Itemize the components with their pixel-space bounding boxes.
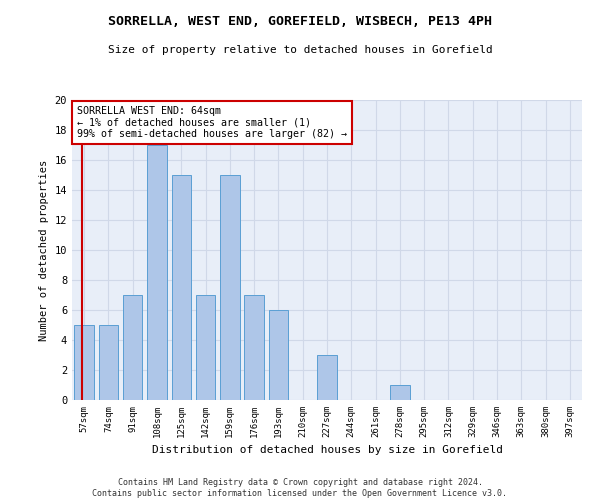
Bar bbox=[172, 175, 191, 400]
Bar bbox=[269, 310, 288, 400]
Bar bbox=[220, 175, 239, 400]
Text: Contains HM Land Registry data © Crown copyright and database right 2024.
Contai: Contains HM Land Registry data © Crown c… bbox=[92, 478, 508, 498]
Bar bbox=[196, 295, 215, 400]
Bar bbox=[244, 295, 264, 400]
Bar bbox=[123, 295, 142, 400]
Text: Size of property relative to detached houses in Gorefield: Size of property relative to detached ho… bbox=[107, 45, 493, 55]
X-axis label: Distribution of detached houses by size in Gorefield: Distribution of detached houses by size … bbox=[151, 446, 503, 456]
Bar bbox=[74, 325, 94, 400]
Bar bbox=[147, 145, 167, 400]
Text: SORRELLA WEST END: 64sqm
← 1% of detached houses are smaller (1)
99% of semi-det: SORRELLA WEST END: 64sqm ← 1% of detache… bbox=[77, 106, 347, 139]
Bar bbox=[317, 355, 337, 400]
Text: SORRELLA, WEST END, GOREFIELD, WISBECH, PE13 4PH: SORRELLA, WEST END, GOREFIELD, WISBECH, … bbox=[108, 15, 492, 28]
Bar bbox=[99, 325, 118, 400]
Y-axis label: Number of detached properties: Number of detached properties bbox=[39, 160, 49, 340]
Bar bbox=[390, 385, 410, 400]
